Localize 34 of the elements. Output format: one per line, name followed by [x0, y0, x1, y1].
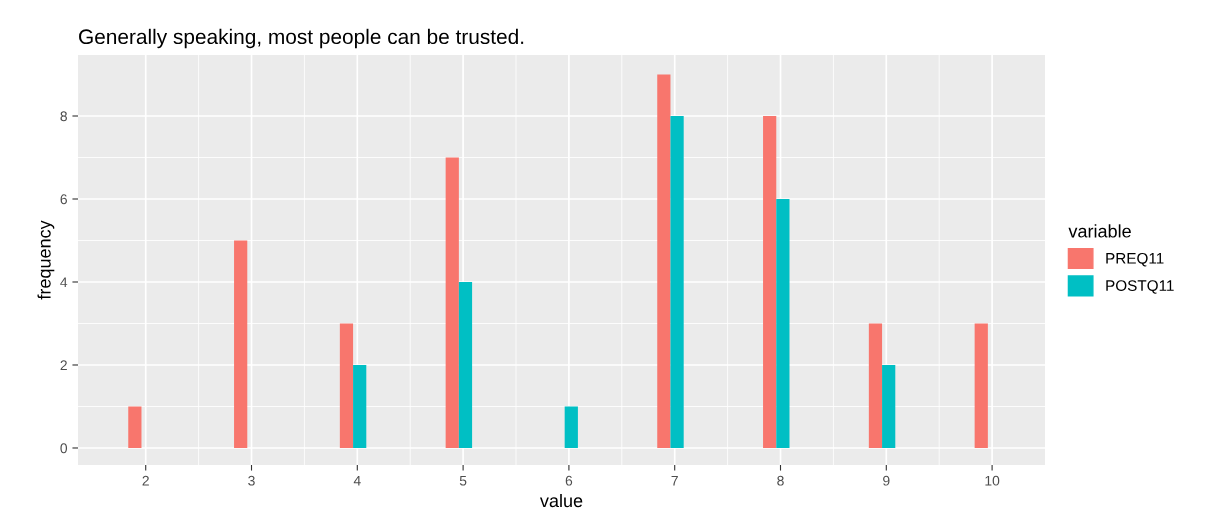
legend-label: PREQ11 — [1106, 252, 1164, 267]
bar — [657, 74, 671, 448]
bar — [974, 323, 988, 448]
legend-label: POSTQ11 — [1106, 280, 1174, 294]
bar — [763, 116, 777, 448]
x-tick-label: 5 — [459, 475, 467, 486]
bar — [445, 157, 459, 448]
y-tick-label: 8 — [60, 111, 67, 122]
x-tick-label: 6 — [565, 475, 573, 486]
y-tick-label: 6 — [60, 194, 67, 205]
bar — [339, 323, 354, 448]
x-tick-label: 10 — [985, 475, 1000, 486]
bar — [868, 323, 883, 448]
bar — [564, 406, 578, 448]
bar — [670, 116, 684, 448]
x-tick-label: 2 — [142, 475, 149, 486]
x-axis-title: value — [539, 493, 583, 508]
x-tick-label: 3 — [248, 475, 255, 486]
y-tick-label: 2 — [60, 360, 67, 371]
bar — [776, 199, 790, 448]
y-tick-label: 0 — [60, 443, 68, 454]
bar — [458, 281, 473, 448]
chart-title: Generally speaking, most people can be trusted. — [79, 28, 524, 49]
bar — [128, 406, 142, 448]
bar — [234, 240, 248, 448]
legend-title: variable — [1068, 224, 1131, 238]
x-tick-label: 9 — [883, 475, 890, 486]
y-axis-title: frequency — [37, 220, 55, 300]
x-tick-label: 7 — [671, 475, 678, 486]
y-tick-label: 4 — [60, 277, 68, 288]
x-tick-label: 8 — [777, 475, 784, 486]
bar — [353, 364, 367, 448]
x-tick-label: 4 — [353, 475, 361, 486]
bar — [882, 364, 896, 448]
